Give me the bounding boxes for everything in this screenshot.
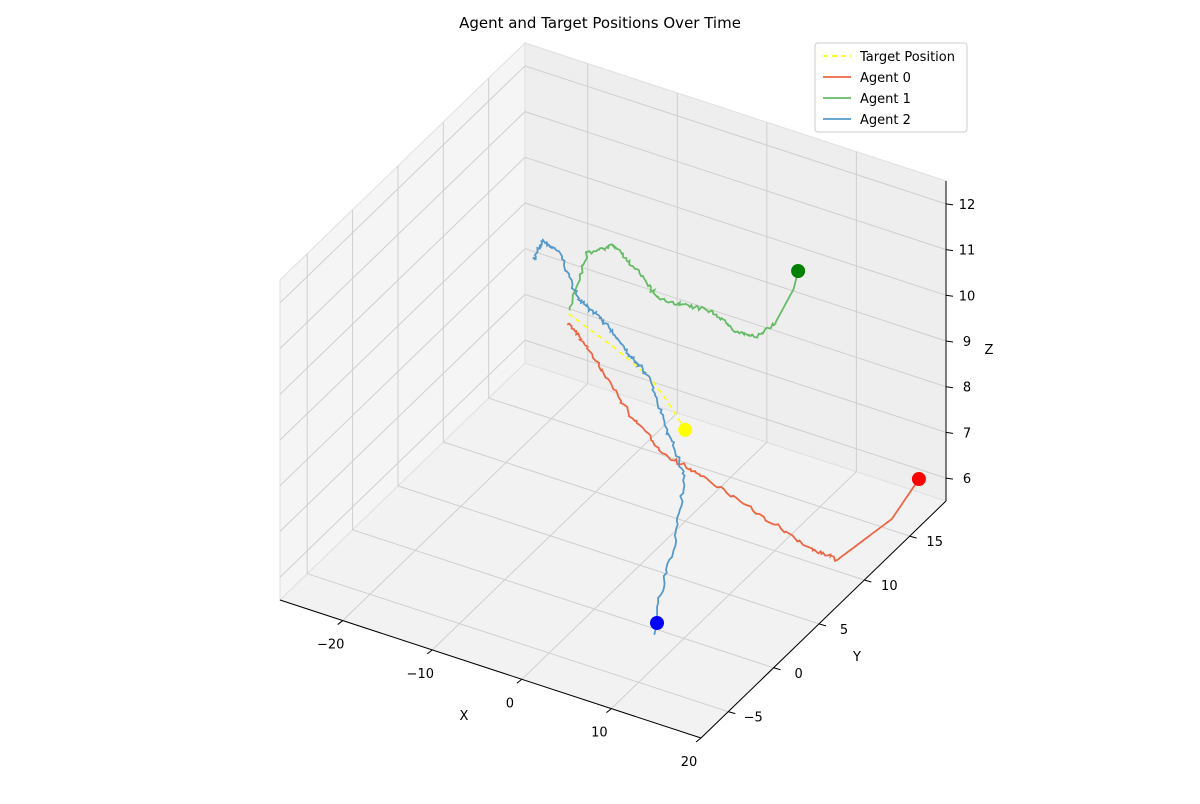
z-tick-mark	[945, 249, 954, 252]
z-tick-label: 6	[963, 472, 971, 487]
series-line-3	[532, 237, 686, 636]
x-tick-mark	[337, 620, 344, 625]
z-tick-mark	[945, 203, 954, 206]
z-tick-mark	[945, 477, 954, 480]
legend-box	[814, 42, 968, 133]
grid-line-z	[279, 202, 947, 441]
z-tick-mark	[945, 294, 954, 297]
z-tick-label: 12	[959, 198, 976, 213]
z-axis-label: Z	[985, 343, 994, 358]
x-tick-label: −10	[407, 667, 434, 682]
series-line-1	[566, 322, 920, 563]
y-tick-mark	[773, 667, 781, 671]
grid-line-z	[279, 65, 947, 304]
end-marker-1	[911, 472, 926, 486]
z-tick-label: 10	[959, 289, 976, 304]
z-tick-label: 9	[963, 335, 971, 350]
grid-line-z	[279, 248, 947, 487]
y-tick-mark	[864, 579, 872, 583]
legend: Target Position Agent 0 Agent 1 Agent 2	[814, 42, 968, 133]
y-tick-label: 15	[926, 535, 943, 550]
x-tick-label: 20	[681, 755, 698, 770]
y-tick-label: 5	[840, 623, 848, 638]
legend-label-0: Target Position	[859, 50, 955, 65]
y-tick-mark	[818, 623, 827, 627]
end-marker-2	[791, 264, 806, 278]
grid-line-z	[279, 156, 947, 395]
series-line-2	[568, 243, 799, 339]
legend-label-1: Agent 0	[860, 71, 911, 86]
chart-title: Agent and Target Positions Over Time	[459, 14, 741, 32]
grid-line-z	[279, 111, 947, 349]
grid-line-y	[306, 253, 729, 713]
x-tick-mark	[606, 708, 612, 714]
z-tick-label: 8	[963, 381, 971, 396]
x-tick-label: −20	[317, 638, 344, 653]
end-markers	[650, 264, 926, 630]
grid-line-z	[279, 339, 947, 578]
y-tick-label: 10	[881, 579, 898, 594]
y-axis-label: Y	[852, 650, 861, 665]
z-tick-label: 7	[963, 426, 971, 441]
grid-line-x	[521, 122, 768, 680]
y-tick-mark	[909, 535, 917, 539]
z-tick-mark	[945, 386, 954, 389]
x-tick-mark	[426, 649, 433, 655]
x-axis-label: X	[460, 709, 469, 724]
y-tick-mark	[728, 711, 736, 715]
z-tick-mark	[945, 431, 954, 434]
x-tick-label: 0	[506, 696, 514, 711]
x-tick-label: 10	[591, 726, 608, 741]
x-tick-mark	[516, 678, 523, 684]
grid-lines	[279, 63, 947, 739]
axis-ticks: −20 −10 0 10 20 −5 0 5 10 15 6 7 8 9 10 11 12	[279, 181, 976, 770]
y-tick-label: −5	[744, 711, 763, 726]
grid-line-x	[431, 92, 678, 651]
grid-line-y	[488, 78, 910, 537]
z-tick-label: 11	[959, 244, 976, 259]
y-tick-label: 0	[794, 667, 802, 682]
z-tick-mark	[945, 340, 954, 343]
grid-line-y	[397, 165, 820, 625]
grid-line-y	[352, 209, 774, 669]
x-axis-line	[279, 599, 702, 739]
axis-panes	[279, 41, 947, 739]
y-axis-line	[700, 500, 947, 739]
grid-line-x	[611, 151, 857, 709]
end-marker-3	[650, 616, 664, 630]
grid-line-z	[279, 293, 947, 532]
grid-line-x	[342, 63, 589, 621]
legend-label-2: Agent 1	[860, 92, 911, 107]
end-marker-0	[678, 422, 693, 437]
legend-label-3: Agent 2	[860, 113, 911, 128]
series-lines	[532, 237, 920, 636]
x-tick-mark	[695, 737, 702, 743]
grid-line-y	[442, 122, 865, 581]
